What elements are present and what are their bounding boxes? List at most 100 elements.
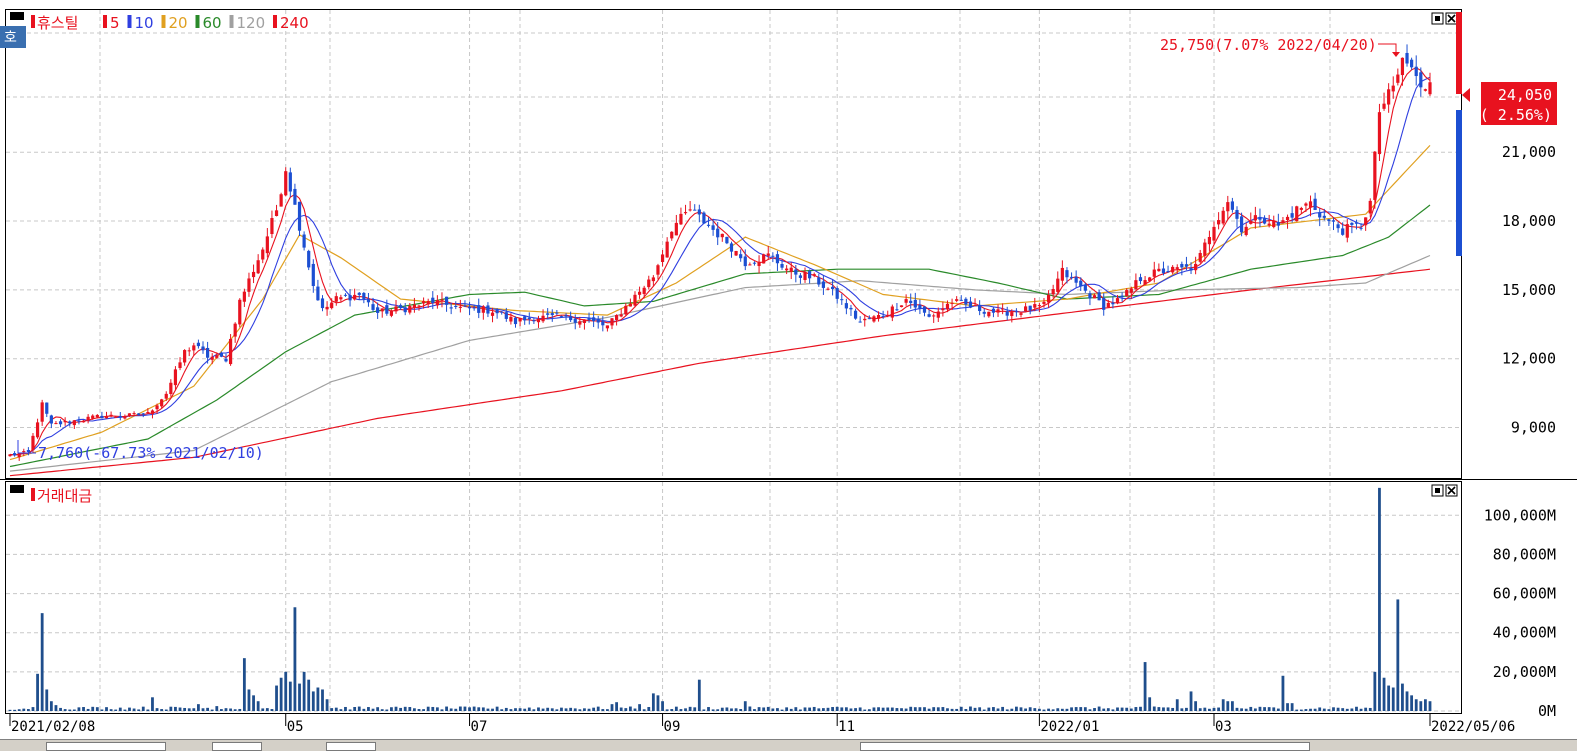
ma-legend-label: 120 <box>237 14 266 32</box>
candle-body <box>169 382 173 394</box>
volume-bar <box>821 708 825 711</box>
date-input-field[interactable] <box>46 742 166 751</box>
candle-body <box>500 311 504 313</box>
candle-body <box>1212 226 1216 241</box>
volume-bar <box>992 707 995 711</box>
volume-bar <box>651 693 655 711</box>
volume-bar <box>1194 701 1198 711</box>
volume-bar <box>514 708 517 711</box>
volume-bar <box>1428 701 1432 711</box>
volume-bar <box>1093 708 1096 711</box>
volume-bar <box>1299 709 1303 711</box>
volume-bar <box>449 708 453 711</box>
candle-body <box>513 317 518 325</box>
candle-body <box>334 296 338 302</box>
candle-body <box>1368 200 1372 214</box>
volume-bar <box>1175 699 1179 711</box>
volume-bar <box>670 709 674 711</box>
candle-body <box>1336 224 1340 229</box>
candle-body <box>68 421 72 424</box>
volume-bar <box>674 706 678 711</box>
volume-bar <box>413 708 416 711</box>
count-input-field[interactable] <box>326 742 376 751</box>
ma-legend-marker-icon <box>161 15 166 28</box>
candle-body <box>582 319 587 323</box>
volume-bar <box>573 708 577 711</box>
volume-bar <box>1212 707 1216 711</box>
volume-bar <box>996 708 1000 711</box>
volume-bar <box>219 709 223 711</box>
candle-body <box>435 300 439 306</box>
candle-body <box>610 318 614 326</box>
candle-body <box>463 305 467 307</box>
candle-body <box>867 318 871 320</box>
candle-body <box>118 415 122 418</box>
volume-bar <box>1143 662 1147 711</box>
candle-body <box>835 288 839 299</box>
corner-badge[interactable]: 호 <box>4 30 17 46</box>
candle-body <box>1106 302 1110 308</box>
volume-bar <box>284 671 288 711</box>
candle-body <box>366 299 371 303</box>
candle-body <box>881 316 885 318</box>
candle-body <box>274 210 279 217</box>
candle-body <box>1239 216 1244 233</box>
period-input-field[interactable] <box>212 742 262 751</box>
volume-bar <box>877 707 880 711</box>
volume-bar <box>155 708 159 711</box>
candle-body <box>219 353 223 357</box>
volume-bar <box>311 691 315 711</box>
volume-bar <box>357 706 361 711</box>
volume-bar <box>1378 487 1381 711</box>
candle-body <box>1410 59 1414 68</box>
candle-body <box>918 304 922 309</box>
scroll-track[interactable] <box>860 742 1310 751</box>
vol-window-control-icon[interactable] <box>10 485 24 493</box>
ma5-line <box>9 67 1431 456</box>
candle-body <box>35 422 40 438</box>
ma-legend-label: 10 <box>135 14 154 32</box>
candle-body <box>431 297 435 304</box>
volume-bar <box>1139 706 1142 711</box>
candle-body <box>495 309 499 314</box>
volume-bar <box>197 704 200 711</box>
volume-bar <box>628 706 632 711</box>
volume-bar <box>518 708 522 711</box>
volume-bar-layer <box>8 487 1432 711</box>
candle-body <box>955 299 959 301</box>
volume-bar <box>1028 707 1032 711</box>
volume-bar <box>661 701 664 711</box>
candle-body <box>293 188 297 205</box>
candle-body <box>863 318 867 321</box>
candle-body <box>394 306 398 312</box>
high-price-arrow-icon <box>1378 43 1397 55</box>
candle-body <box>679 213 683 225</box>
volume-bar <box>183 707 187 711</box>
candle-body <box>1005 311 1009 316</box>
candle-body <box>1028 305 1032 311</box>
vol-title-marker-icon <box>31 488 35 501</box>
candle-body <box>297 201 302 231</box>
candle-body <box>766 253 770 256</box>
candle-body <box>716 228 720 238</box>
candle-body <box>1359 227 1363 229</box>
volume-bar <box>615 702 619 711</box>
volume-bar <box>178 707 182 711</box>
candle-body <box>959 299 963 301</box>
volume-bar <box>1309 708 1312 711</box>
volume-bar <box>835 706 839 711</box>
volume-bar <box>895 708 899 711</box>
candle-body <box>288 172 292 192</box>
candle-body <box>1281 220 1285 224</box>
candle-body <box>1290 213 1294 218</box>
candle-body <box>725 236 729 244</box>
volume-bar <box>1019 707 1023 711</box>
window-control-icon[interactable] <box>10 12 24 20</box>
volume-bar <box>1203 707 1207 711</box>
candle-body <box>86 416 90 421</box>
candle-body <box>238 299 242 325</box>
candle-body <box>748 264 752 266</box>
volume-bar <box>68 709 72 711</box>
candle-body <box>968 301 973 308</box>
candle-body <box>1175 267 1179 269</box>
